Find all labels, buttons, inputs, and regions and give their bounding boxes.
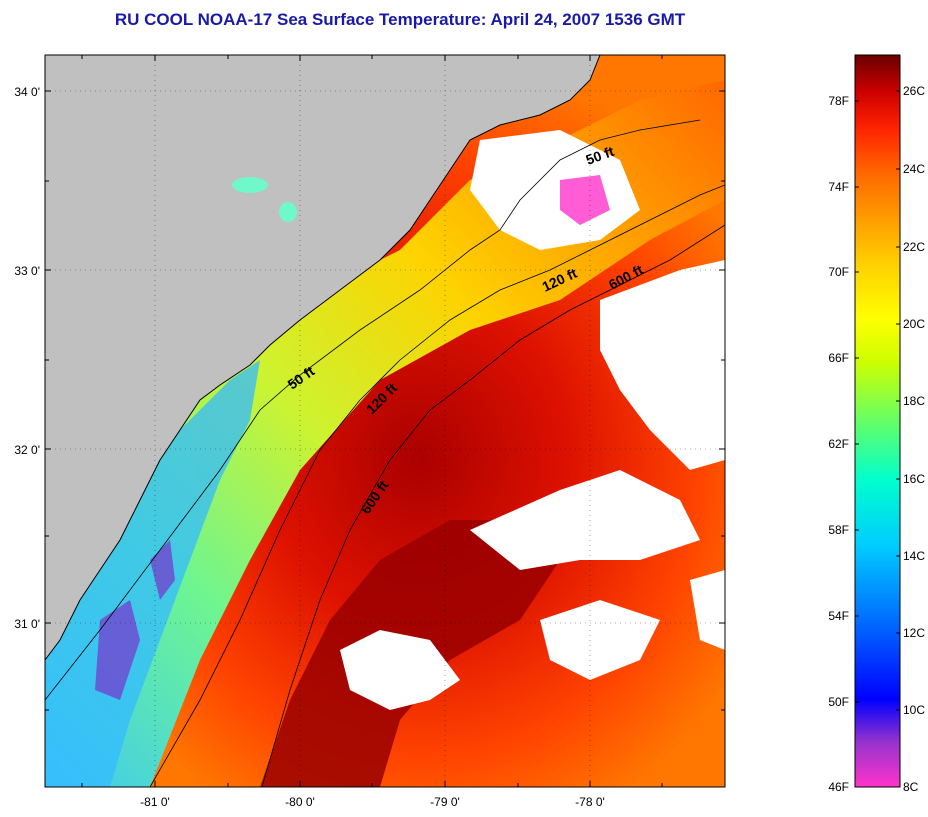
lat-label-32: 32 0' (14, 443, 40, 457)
colorbar-f-label-66: 66F (828, 351, 849, 365)
colorbar-f-label-58: 58F (828, 523, 849, 537)
lake-patch-1 (232, 177, 268, 193)
colorbar-c-label-10: 10C (903, 703, 925, 717)
colorbar-c-label-14: 14C (903, 549, 925, 563)
colorbar-f-label-54: 54F (828, 609, 849, 623)
map-gridlines (45, 55, 725, 787)
shelf-water (45, 80, 725, 787)
lat-label-33: 33 0' (14, 264, 40, 278)
colorbar-f-label-46: 46F (828, 780, 849, 794)
colorbar-c-label-22: 22C (903, 240, 925, 254)
cloud-patch-east (600, 260, 725, 470)
isobath-120ft (149, 184, 725, 787)
colorbar-f-label-50: 50F (828, 695, 849, 709)
map-frame (44, 54, 726, 788)
lon-label-78: -78 0' (575, 795, 605, 809)
lon-label-79: -79 0' (430, 795, 460, 809)
cloud-patch-right-edge (690, 570, 725, 650)
lon-label-81: -81 0' (140, 795, 170, 809)
colorbar: 78F 74F 70F 66F 62F 58F 54F 50F 46F 26C … (828, 54, 925, 794)
colorbar-c-label-26: 26C (903, 84, 925, 98)
lat-label-34: 34 0' (14, 85, 40, 99)
colorbar-c-label-20: 20C (903, 317, 925, 331)
land-mass (45, 55, 600, 660)
map-plot-area (45, 55, 725, 787)
cloud-patch-se (540, 600, 660, 680)
colorbar-c-label-12: 12C (903, 626, 925, 640)
lat-label-31: 31 0' (14, 617, 40, 631)
colorbar-f-label-62: 62F (828, 437, 849, 451)
cloud-patch-ne-magenta (560, 175, 610, 225)
map-title: RU COOL NOAA-17 Sea Surface Temperature:… (114, 10, 686, 29)
colorbar-c-label-16: 16C (903, 472, 925, 486)
colorbar-c-label-24: 24C (903, 162, 925, 176)
colorbar-f-label-70: 70F (828, 265, 849, 279)
cloud-patch-ne (470, 130, 640, 250)
coastline (45, 55, 601, 661)
colorbar-f-label-78: 78F (828, 94, 849, 108)
colorbar-gradient (854, 54, 901, 788)
map-tick-marks (45, 55, 725, 787)
cloud-patch-south (340, 630, 460, 710)
isobath-600ft (261, 224, 725, 787)
colorbar-f-label-74: 74F (828, 180, 849, 194)
colorbar-c-label-8: 8C (903, 780, 919, 794)
cloud-patch-mid (470, 470, 700, 570)
lon-label-80: -80 0' (285, 795, 315, 809)
isobath-50ft (45, 119, 701, 701)
colorbar-ticks (855, 90, 900, 711)
lake-patch-2 (279, 202, 297, 222)
colorbar-c-label-18: 18C (903, 394, 925, 408)
